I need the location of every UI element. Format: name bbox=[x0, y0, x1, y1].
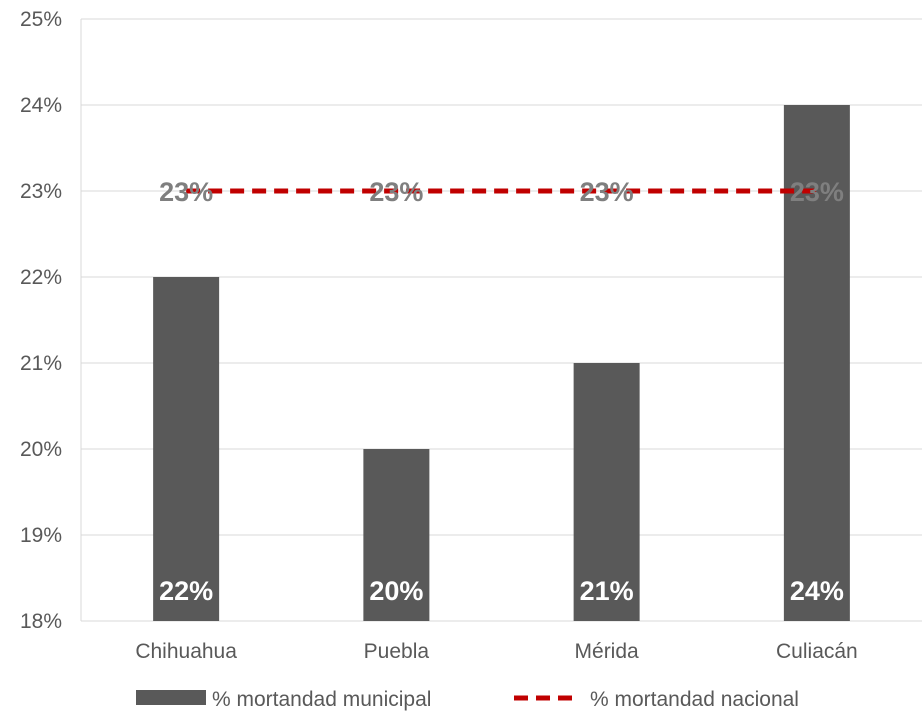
line-data-label: 23% bbox=[159, 177, 213, 207]
bar-data-label: 20% bbox=[369, 576, 423, 606]
bars: 22% 20% 21% 24% bbox=[153, 105, 850, 621]
y-tick-label: 21% bbox=[20, 352, 62, 375]
legend-label-nacional: % mortandad nacional bbox=[590, 688, 799, 711]
line-data-label: 23% bbox=[580, 177, 634, 207]
y-tick-label: 25% bbox=[20, 8, 62, 31]
bar bbox=[363, 449, 430, 621]
x-axis-categories: Chihuahua Puebla Mérida Culiacán bbox=[135, 640, 857, 663]
legend: % mortandad municipal % mortandad nacion… bbox=[136, 688, 799, 711]
bar-data-label: 24% bbox=[790, 576, 844, 606]
y-tick-label: 22% bbox=[20, 266, 62, 289]
line-data-label: 23% bbox=[369, 177, 423, 207]
legend-label-municipal: % mortandad municipal bbox=[212, 688, 431, 711]
bar bbox=[153, 277, 220, 621]
bar-data-label: 22% bbox=[159, 576, 213, 606]
x-category-label: Mérida bbox=[575, 640, 640, 663]
bar bbox=[783, 105, 850, 621]
y-axis-ticks: 18% 19% 20% 21% 22% 23% 24% 25% bbox=[20, 8, 62, 633]
y-tick-label: 18% bbox=[20, 610, 62, 633]
y-tick-label: 24% bbox=[20, 94, 62, 117]
y-tick-label: 19% bbox=[20, 524, 62, 547]
line-data-label: 23% bbox=[790, 177, 844, 207]
x-category-label: Chihuahua bbox=[135, 640, 237, 663]
x-category-label: Culiacán bbox=[776, 640, 858, 663]
legend-swatch-municipal bbox=[136, 690, 206, 705]
national-line: 23% 23% 23% 23% bbox=[159, 177, 844, 207]
bar-data-label: 21% bbox=[580, 576, 634, 606]
y-tick-label: 23% bbox=[20, 180, 62, 203]
bar bbox=[573, 363, 640, 621]
y-tick-label: 20% bbox=[20, 438, 62, 461]
x-category-label: Puebla bbox=[364, 640, 430, 663]
